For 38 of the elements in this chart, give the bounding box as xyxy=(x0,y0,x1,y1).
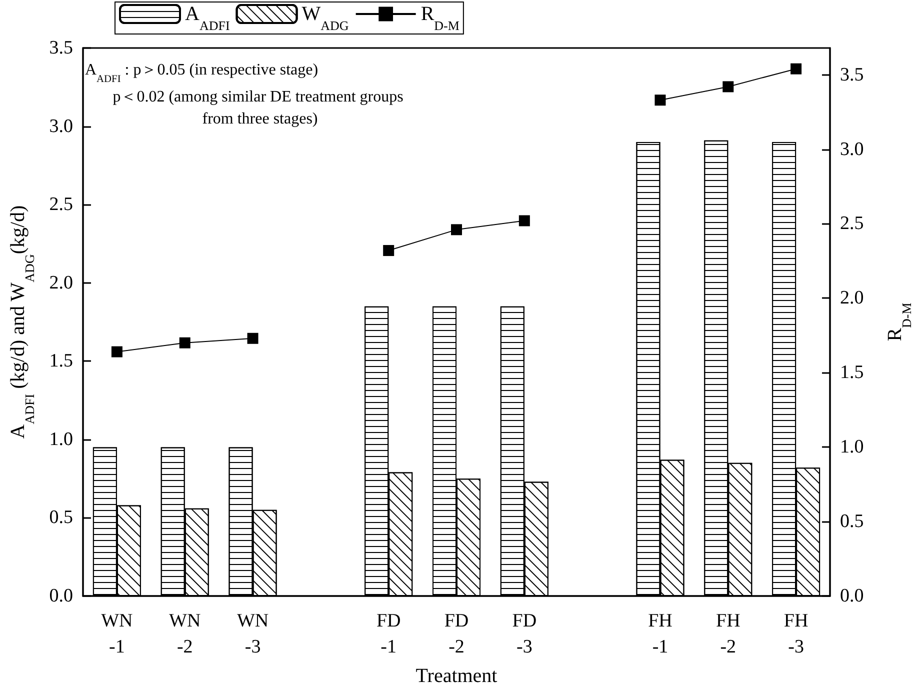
point xyxy=(383,245,394,256)
point xyxy=(179,337,190,348)
y2-tick-label: 2.0 xyxy=(840,288,864,309)
y2-tick-label: 1.5 xyxy=(840,362,864,384)
x-tick-label: FD -3 xyxy=(512,610,537,658)
y2-tick-label: 2.5 xyxy=(840,213,864,234)
x-tick-label: WN -2 xyxy=(169,610,201,658)
y-tick-label: 3.5 xyxy=(49,38,73,58)
x-tick-label: FD -2 xyxy=(444,610,469,658)
point xyxy=(790,63,802,74)
y2-tick-label: 3.5 xyxy=(840,64,864,86)
point xyxy=(654,94,666,106)
x-tick-label: WN -3 xyxy=(236,610,269,658)
annotation: p＜0.02 (among similar DE treatment groups from three stages) xyxy=(112,88,408,128)
y-tick-label: 1.0 xyxy=(49,428,73,450)
point xyxy=(722,81,734,92)
y2-tick-label: 3.0 xyxy=(840,138,864,160)
x-tick-label: FH -1 xyxy=(648,610,673,658)
y-tick-label: 0.0 xyxy=(49,586,73,606)
point xyxy=(247,332,258,344)
y2-axis-title: RD-M xyxy=(884,302,914,342)
y2-tick-label: 0.0 xyxy=(840,586,864,606)
y-tick-label: 3.0 xyxy=(49,116,73,137)
y-tick-label: 0.5 xyxy=(49,507,73,528)
y-tick-label: 2.5 xyxy=(49,194,73,216)
y-tick-label: 1.5 xyxy=(49,350,73,372)
y-axis-title: AADFI (kg/d) and WADG(kg/d) xyxy=(7,205,37,439)
point xyxy=(518,215,530,226)
x-tick-label: WN -1 xyxy=(101,610,134,658)
y-tick-label: 2.0 xyxy=(49,272,73,294)
y2-tick-label: 0.5 xyxy=(840,511,864,532)
point xyxy=(111,346,122,358)
x-tick-label: FH -2 xyxy=(716,610,741,658)
point xyxy=(451,224,462,236)
x-tick-label: FD -1 xyxy=(376,610,401,658)
x-axis-title: Treatment xyxy=(416,665,498,687)
y2-tick-label: 1.0 xyxy=(840,436,864,458)
x-tick-label: FH -3 xyxy=(784,610,808,658)
